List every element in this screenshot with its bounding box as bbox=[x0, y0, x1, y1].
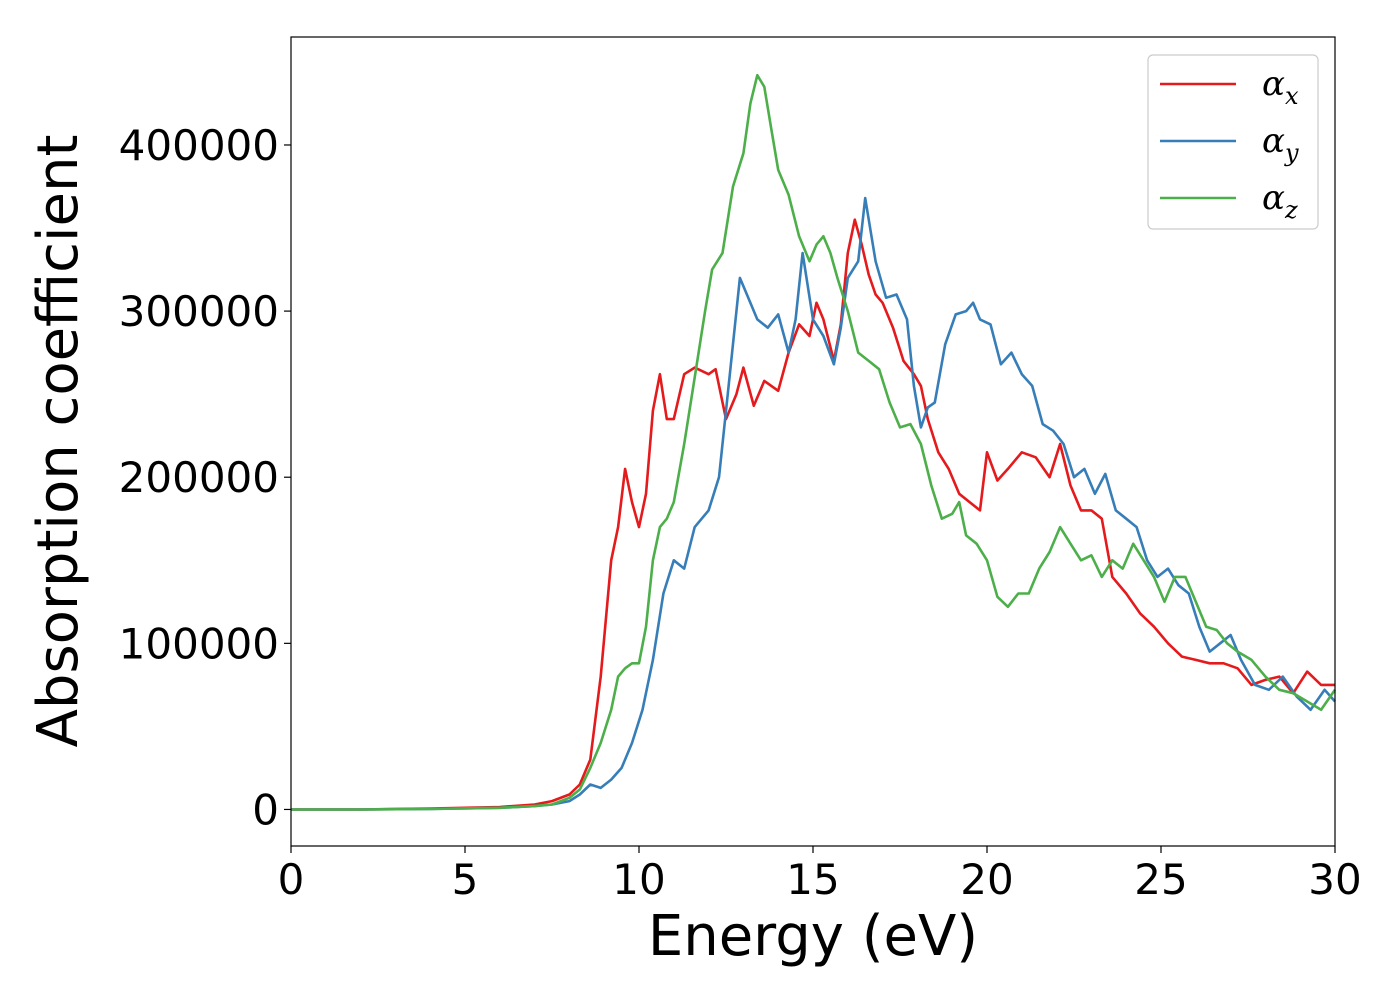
legend-label-y: αy bbox=[1262, 121, 1299, 167]
legend-subscript: x bbox=[1285, 82, 1299, 110]
y-axis-label: Absorption coefficient bbox=[26, 135, 91, 748]
y-tick-label: 0 bbox=[252, 785, 279, 834]
legend-symbol: α bbox=[1262, 64, 1285, 104]
x-axis-ticks: 0 5 10 15 20 25 30 bbox=[278, 846, 1362, 904]
x-tick-label: 5 bbox=[452, 855, 479, 904]
series-line-x bbox=[291, 218, 1335, 811]
x-tick-label: 25 bbox=[1134, 855, 1187, 904]
legend-label-z: αz bbox=[1262, 178, 1298, 224]
series-line-y bbox=[291, 196, 1336, 811]
x-axis-label: Energy (eV) bbox=[648, 904, 978, 969]
x-tick-label: 15 bbox=[786, 855, 839, 904]
y-tick-label: 100000 bbox=[119, 619, 279, 668]
legend-symbol: α bbox=[1262, 121, 1285, 161]
legend-subscript: y bbox=[1284, 139, 1299, 167]
x-tick-label: 20 bbox=[960, 855, 1013, 904]
series-line-z bbox=[291, 73, 1337, 811]
y-tick-label: 300000 bbox=[119, 287, 279, 336]
legend-label-x: αx bbox=[1262, 64, 1299, 110]
series-layer bbox=[291, 73, 1337, 811]
legend-subscript: z bbox=[1284, 196, 1298, 224]
y-axis-ticks: 0 100000 200000 300000 400000 bbox=[119, 121, 291, 834]
y-tick-label: 200000 bbox=[119, 453, 279, 502]
y-tick-label: 400000 bbox=[119, 121, 279, 170]
legend-symbol: α bbox=[1262, 178, 1285, 218]
x-tick-label: 0 bbox=[278, 855, 305, 904]
x-tick-label: 30 bbox=[1308, 855, 1361, 904]
x-tick-label: 10 bbox=[612, 855, 665, 904]
